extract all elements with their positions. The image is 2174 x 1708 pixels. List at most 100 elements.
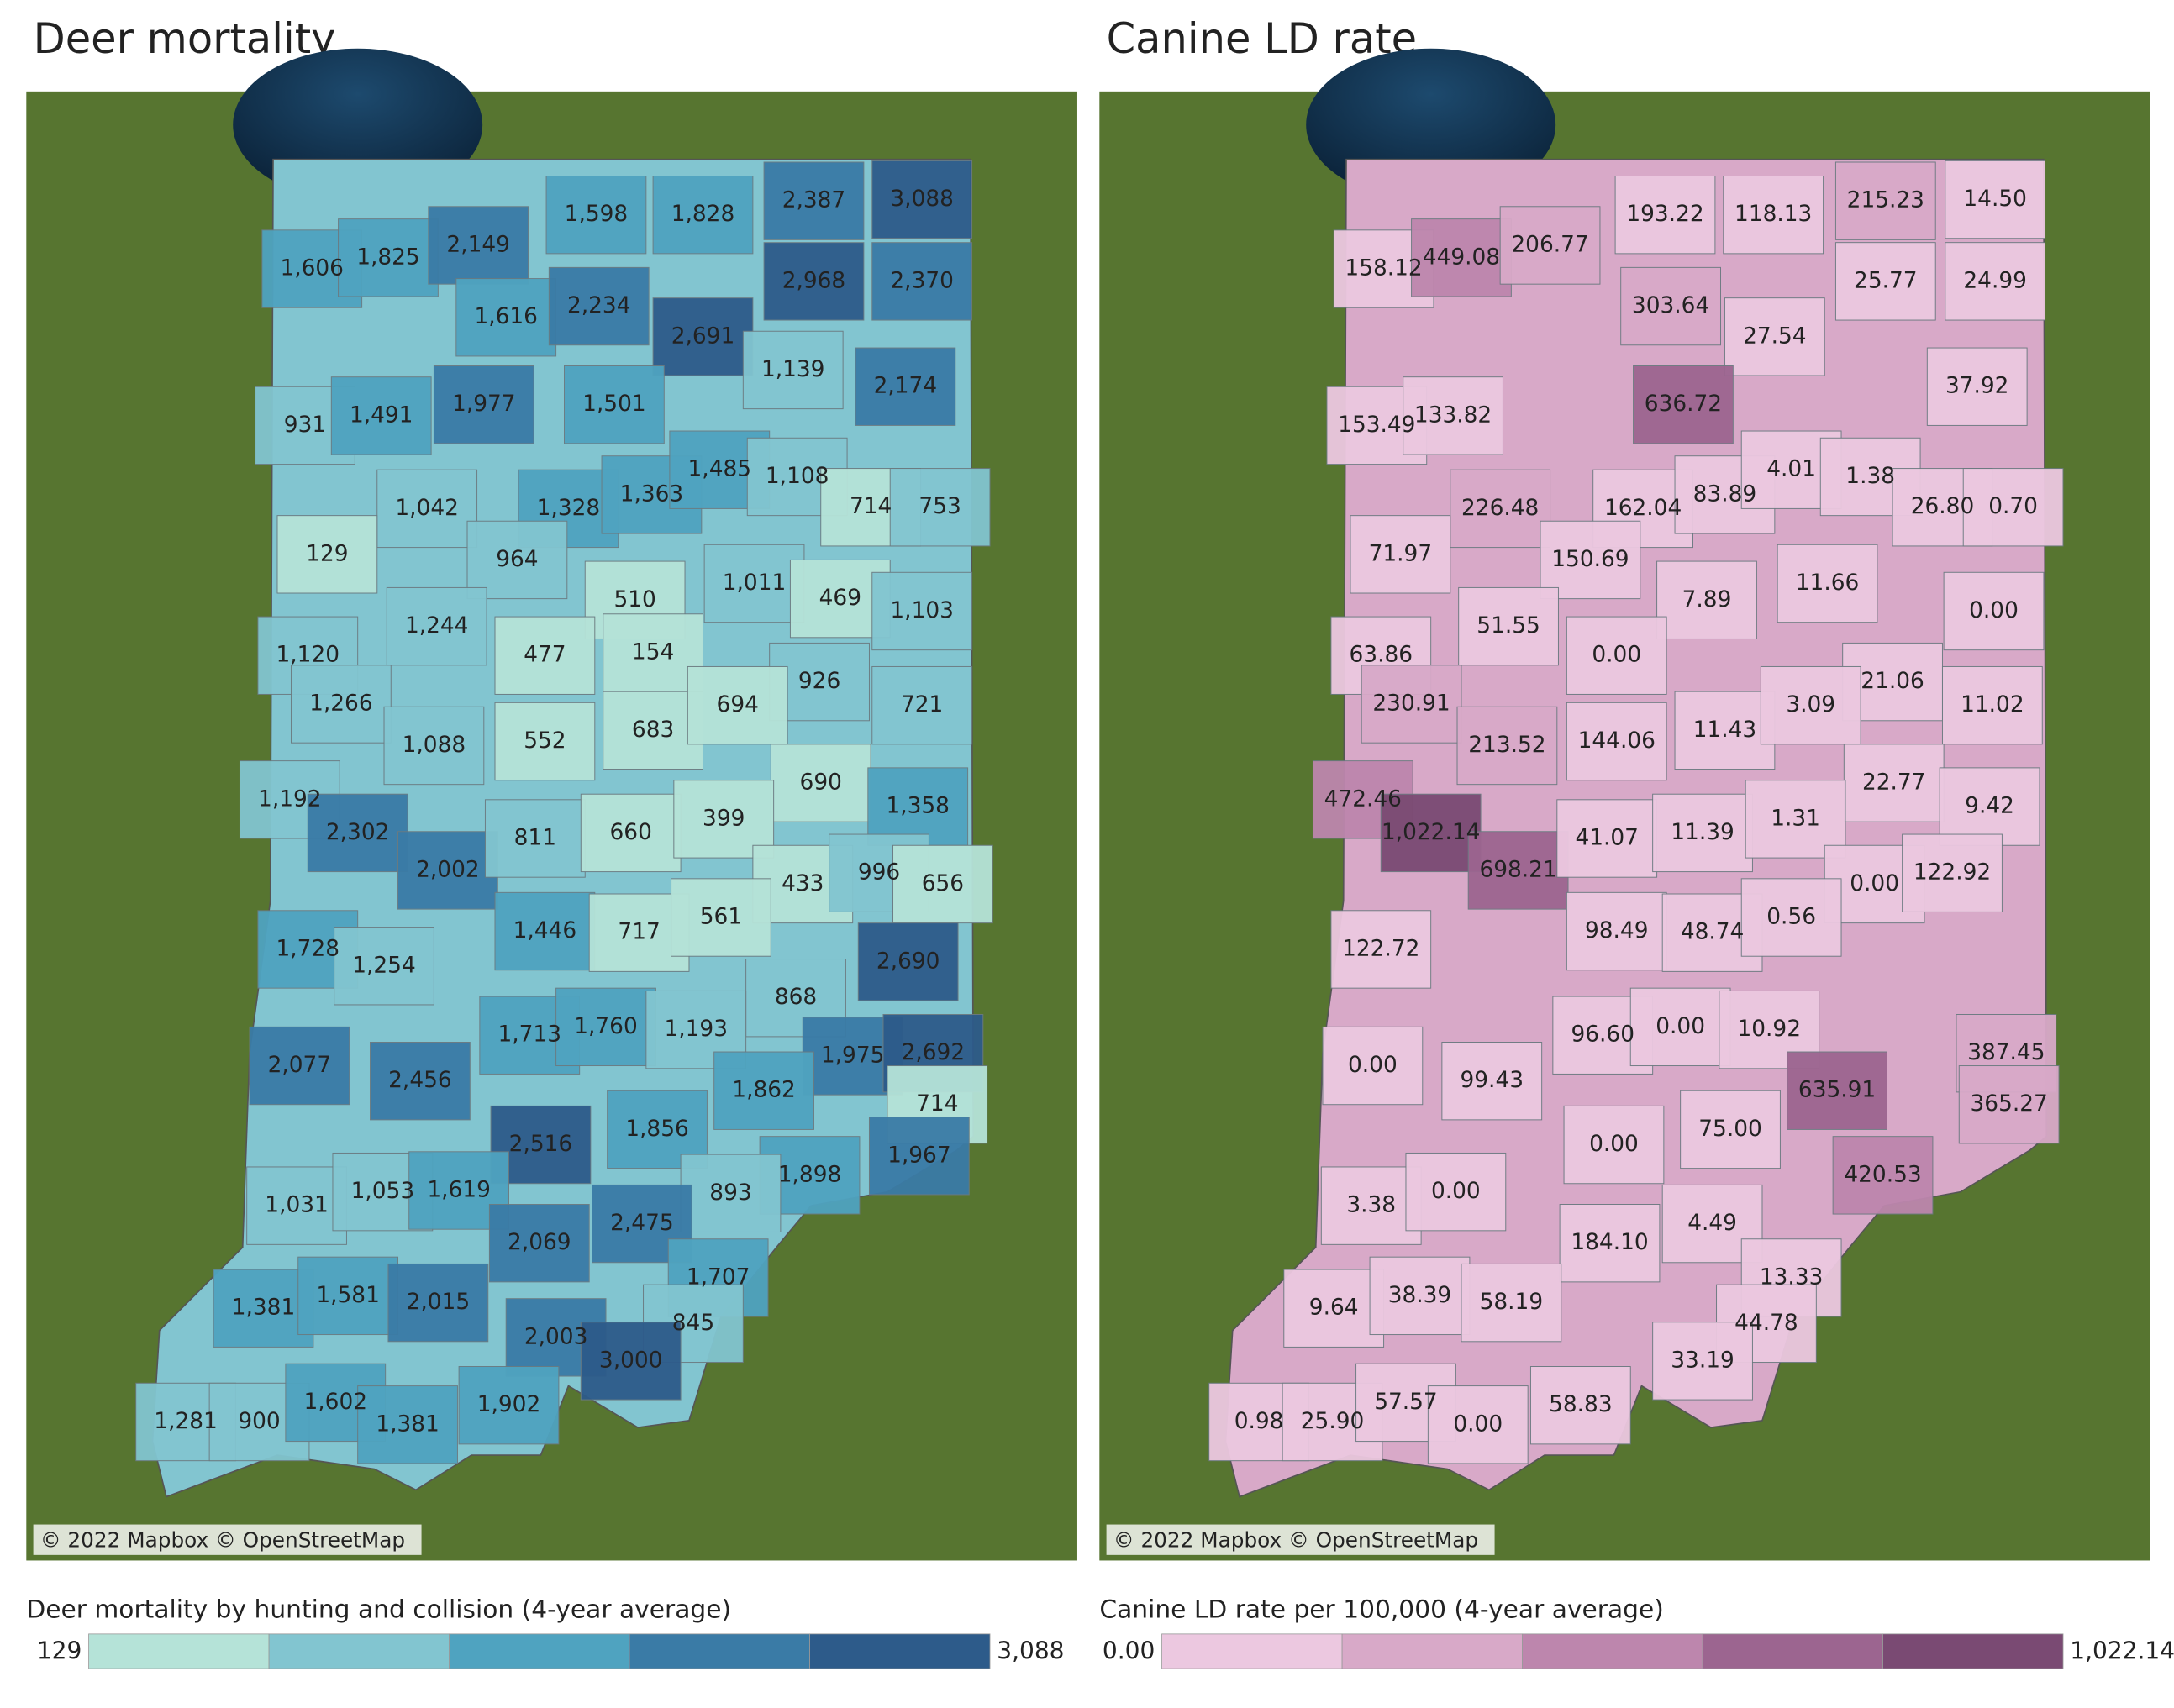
county-label: 399 [703,806,745,831]
county-label: 477 [524,643,566,668]
county [334,927,434,1006]
legend-max: 3,088 [997,1637,1064,1664]
county-label: 1,501 [582,392,646,417]
county [494,702,596,781]
county [1680,1090,1781,1169]
county-label: 683 [632,717,674,743]
county [687,665,788,745]
county-label: 2,387 [782,188,846,213]
county [1566,616,1667,695]
county [1941,665,2043,745]
county-label: 510 [613,587,655,612]
county-label: 1,602 [304,1390,368,1415]
county [1441,1041,1543,1121]
county-label: 215.23 [1847,188,1924,213]
county-label: 13.33 [1760,1264,1824,1290]
county-label: 2,691 [671,323,735,349]
county-label: 230.91 [1372,691,1450,716]
county [1350,515,1451,594]
county [1945,242,2046,321]
county [1620,266,1721,346]
county-label: 2,003 [524,1324,588,1349]
county-label: 162.04 [1604,496,1682,521]
county-label: 11.39 [1671,820,1734,845]
county-label: 1,266 [309,691,373,716]
county [652,176,754,255]
county-label: 433 [782,871,824,896]
county [1403,376,1503,455]
county [555,987,656,1067]
county-label: 472.46 [1324,786,1402,812]
county-label: 365.27 [1971,1091,2048,1117]
county-label: 0.56 [1766,905,1816,930]
county-label: 1,902 [477,1392,541,1417]
county [564,365,665,444]
county-label: 636.72 [1645,392,1722,417]
county-label: 1,108 [766,464,829,489]
county [745,959,846,1038]
county-label: 1,053 [351,1179,415,1204]
county [307,793,408,873]
county [545,176,647,255]
county-label: 11.43 [1693,717,1757,743]
county-label: 118.13 [1734,202,1812,227]
county-label: 303.64 [1632,293,1709,318]
county-label: 931 [284,413,326,438]
county [1458,586,1559,666]
county [249,1026,350,1106]
county-label: 1.38 [1845,464,1895,489]
county-label: 714 [916,1091,958,1117]
map-title: Deer mortality [34,14,336,63]
county-label: 811 [514,826,556,851]
county-label: 71.97 [1369,541,1433,566]
county-label: 753 [919,494,961,519]
county-label: 0.00 [1453,1411,1503,1437]
county-label: 1,760 [574,1014,638,1039]
county [1902,833,2003,912]
county-label: 1,967 [887,1143,951,1168]
county-label: 694 [717,692,759,717]
county [338,218,439,297]
county [868,1117,970,1196]
attribution-bg [33,1524,422,1555]
county-label: 98.49 [1585,918,1649,943]
county [1777,544,1878,623]
county [548,266,650,346]
county [857,922,959,1001]
county-label: 96.60 [1571,1022,1634,1048]
county [1380,793,1482,873]
county-label: 75.00 [1698,1117,1762,1142]
county-label: 11.02 [1961,692,2024,717]
county-label: 1,281 [154,1409,218,1434]
county [855,347,956,426]
county-label: 660 [610,820,652,845]
county [1450,469,1551,549]
county-label: 226.48 [1461,496,1539,521]
county-label: 893 [709,1180,751,1206]
county-label: 2,456 [388,1068,452,1093]
county [494,616,596,695]
county-label: 1,139 [761,357,825,382]
county [276,515,378,594]
county-label: 1,381 [232,1295,296,1321]
county-label: 184.10 [1571,1230,1648,1255]
county-label: 1,581 [316,1283,380,1308]
county-label: 656 [922,871,964,896]
county [871,160,973,239]
county [387,1263,489,1343]
county-label: 420.53 [1844,1162,1921,1187]
county-label: 449.08 [1423,244,1500,270]
county [1723,176,1824,255]
county-label: 0.00 [1592,643,1641,668]
county [1283,1269,1385,1348]
county-label: 1,022.14 [1382,820,1480,845]
legend-swatch [1161,1633,1343,1669]
county-label: 2,002 [416,857,480,882]
county-label: 0.00 [1656,1014,1705,1039]
county [433,365,534,444]
county [246,1166,347,1245]
county-label: 1,358 [886,794,950,819]
county [458,1366,560,1445]
county [713,1051,814,1130]
county-label: 7.89 [1682,587,1732,612]
